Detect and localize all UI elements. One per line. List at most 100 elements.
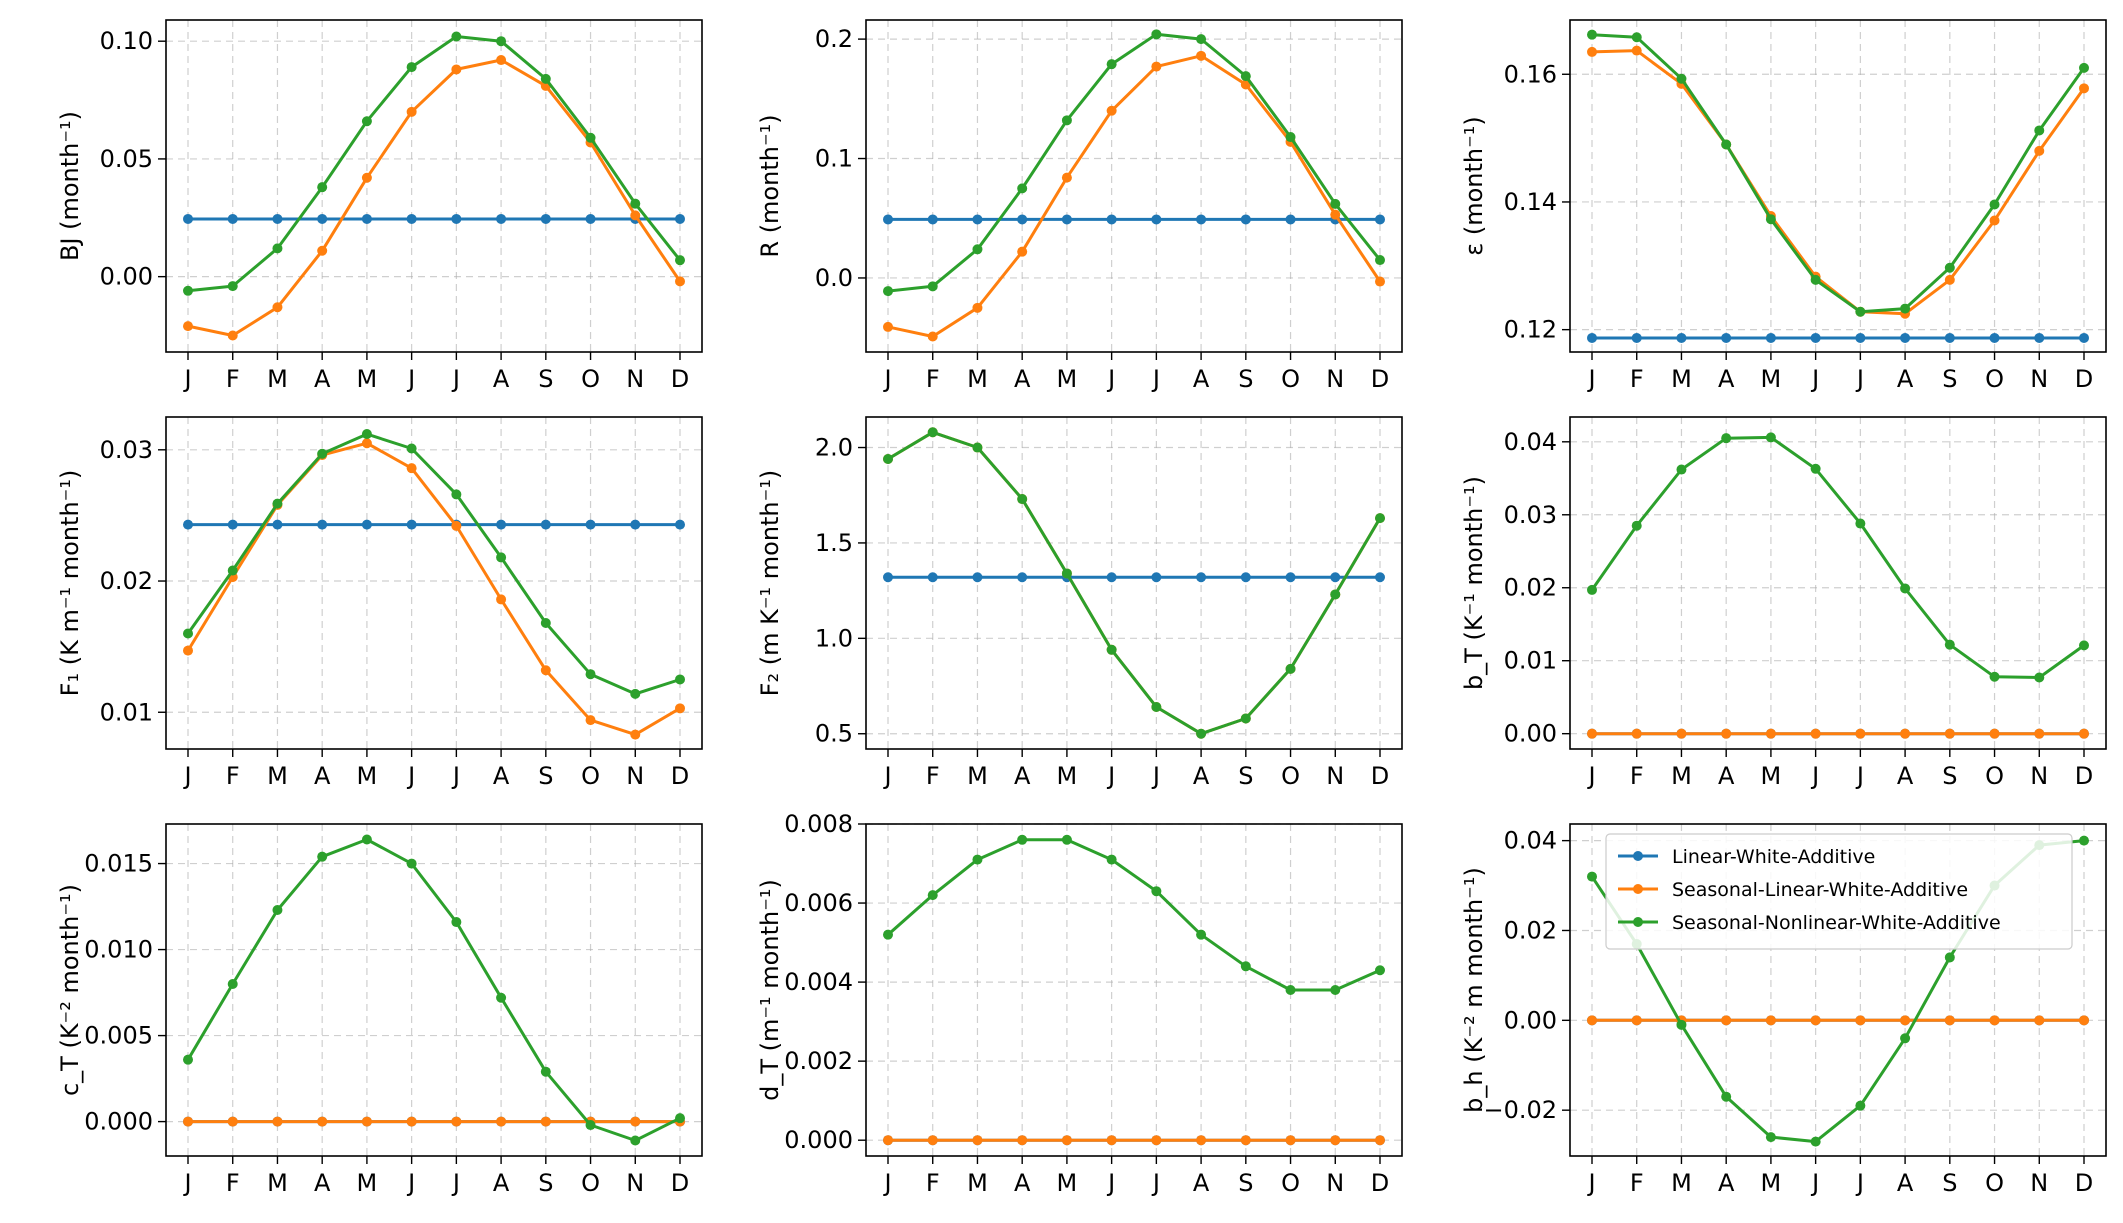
data-point-seasonal-linear-white-additive bbox=[1765, 728, 1776, 739]
data-point-linear-white-additive bbox=[630, 519, 641, 530]
x-tick-label: M bbox=[1761, 762, 1782, 790]
x-tick-label: M bbox=[1671, 1169, 1692, 1197]
y-tick-label: 0.01 bbox=[1504, 647, 1557, 675]
data-point-linear-white-additive bbox=[451, 213, 462, 224]
x-tick-label: J bbox=[1586, 1169, 1595, 1197]
x-tick-label: S bbox=[538, 762, 553, 790]
data-point-seasonal-linear-white-additive bbox=[972, 302, 983, 313]
y-tick-label: 0.02 bbox=[1504, 916, 1557, 944]
x-tick-label: O bbox=[1985, 762, 2004, 790]
y-axis-label: F₂ (m K⁻¹ month⁻¹) bbox=[756, 470, 784, 697]
data-point-seasonal-linear-white-additive bbox=[406, 106, 417, 117]
data-point-seasonal-nonlinear-white-additive bbox=[1587, 584, 1597, 595]
data-point-seasonal-linear-white-additive bbox=[496, 55, 507, 66]
y-axis-label: b_T (K⁻¹ month⁻¹) bbox=[1460, 476, 1488, 690]
data-point-seasonal-nonlinear-white-additive bbox=[540, 73, 551, 84]
data-point-seasonal-nonlinear-white-additive bbox=[272, 498, 283, 509]
data-point-linear-white-additive bbox=[361, 519, 372, 530]
series-line-seasonal-nonlinear-white-additive bbox=[887, 838, 1381, 992]
data-point-seasonal-nonlinear-white-additive bbox=[2079, 640, 2089, 651]
x-tick-label: N bbox=[1326, 1169, 1344, 1197]
data-point-seasonal-linear-white-additive bbox=[1900, 728, 1911, 739]
x-tick-label: J bbox=[451, 762, 460, 790]
data-point-seasonal-nonlinear-white-additive bbox=[1989, 199, 2000, 210]
data-point-seasonal-nonlinear-white-additive bbox=[1330, 985, 1341, 995]
data-point-seasonal-linear-white-additive bbox=[183, 321, 193, 332]
data-point-seasonal-linear-white-additive bbox=[1061, 172, 1072, 183]
x-tick-label: J bbox=[451, 1169, 460, 1197]
data-point-linear-white-additive bbox=[1676, 332, 1687, 343]
data-point-seasonal-nonlinear-white-additive bbox=[1721, 433, 1732, 444]
data-point-linear-white-additive bbox=[972, 572, 983, 583]
data-point-linear-white-additive bbox=[1017, 214, 1028, 225]
data-point-linear-white-additive bbox=[227, 519, 238, 530]
axes-frame bbox=[165, 19, 703, 353]
x-tick-label: D bbox=[1371, 365, 1389, 393]
data-point-seasonal-linear-white-additive bbox=[1017, 246, 1028, 257]
x-tick-label: J bbox=[1151, 365, 1160, 393]
data-point-seasonal-linear-white-additive bbox=[1375, 276, 1385, 287]
y-tick-label: 1.5 bbox=[815, 529, 853, 557]
data-point-seasonal-nonlinear-white-additive bbox=[361, 429, 372, 440]
data-point-seasonal-linear-white-additive bbox=[1810, 1015, 1821, 1026]
y-axis-label: b_h (K⁻² m month⁻¹) bbox=[1460, 867, 1488, 1113]
data-point-seasonal-nonlinear-white-additive bbox=[361, 834, 372, 845]
panel-6: 0.000.010.020.030.04J F M A M J J A S O N Db_T (K⁻¹… bbox=[1460, 416, 2107, 790]
x-tick-label: O bbox=[1281, 762, 1300, 790]
y-tick-label: 0.00 bbox=[1504, 720, 1557, 748]
data-point-seasonal-nonlinear-white-additive bbox=[227, 565, 238, 576]
data-point-seasonal-nonlinear-white-additive bbox=[883, 929, 893, 940]
data-point-seasonal-linear-white-additive bbox=[1106, 105, 1117, 116]
x-tick-label: A bbox=[1193, 762, 1210, 790]
x-tick-label: O bbox=[581, 365, 600, 393]
data-point-seasonal-linear-white-additive bbox=[1676, 728, 1687, 739]
x-tick-label: J bbox=[882, 762, 891, 790]
y-tick-label: 0.04 bbox=[1504, 827, 1557, 855]
x-tick-label: A bbox=[314, 762, 331, 790]
data-point-seasonal-linear-white-additive bbox=[317, 1116, 328, 1127]
data-point-linear-white-additive bbox=[1765, 332, 1776, 343]
y-tick-label: 0.5 bbox=[815, 720, 853, 748]
data-point-seasonal-nonlinear-white-additive bbox=[1285, 663, 1296, 674]
data-point-seasonal-linear-white-additive bbox=[1151, 1135, 1162, 1146]
data-point-seasonal-linear-white-additive bbox=[1631, 728, 1642, 739]
data-point-seasonal-nonlinear-white-additive bbox=[1106, 854, 1117, 865]
series-line-seasonal-nonlinear-white-additive bbox=[887, 32, 1382, 293]
data-point-seasonal-linear-white-additive bbox=[451, 64, 462, 75]
data-point-linear-white-additive bbox=[272, 213, 283, 224]
data-point-seasonal-linear-white-additive bbox=[1587, 46, 1597, 57]
data-point-seasonal-nonlinear-white-additive bbox=[1587, 871, 1597, 882]
data-point-seasonal-nonlinear-white-additive bbox=[1855, 1100, 1866, 1111]
data-point-seasonal-nonlinear-white-additive bbox=[1944, 952, 1955, 963]
data-point-seasonal-linear-white-additive bbox=[272, 302, 283, 313]
data-point-linear-white-additive bbox=[1330, 572, 1341, 583]
data-point-linear-white-additive bbox=[272, 519, 283, 530]
x-tick-label: O bbox=[1985, 1169, 2004, 1197]
data-point-seasonal-nonlinear-white-additive bbox=[406, 62, 417, 73]
data-point-seasonal-linear-white-additive bbox=[1061, 1135, 1072, 1146]
x-tick-label: M bbox=[267, 1169, 288, 1197]
x-tick-label: A bbox=[1897, 1169, 1914, 1197]
data-point-seasonal-nonlinear-white-additive bbox=[1900, 583, 1911, 594]
data-point-seasonal-linear-white-additive bbox=[1631, 1015, 1642, 1026]
data-point-seasonal-linear-white-additive bbox=[675, 276, 685, 287]
x-tick-label: J bbox=[1810, 1169, 1819, 1197]
data-point-seasonal-nonlinear-white-additive bbox=[183, 628, 193, 639]
data-point-linear-white-additive bbox=[1240, 214, 1251, 225]
axes-frame bbox=[865, 19, 1403, 353]
x-tick-label: A bbox=[1193, 1169, 1210, 1197]
x-tick-label: M bbox=[267, 365, 288, 393]
x-tick-label: S bbox=[538, 1169, 553, 1197]
x-tick-label: F bbox=[1630, 1169, 1644, 1197]
y-axis-label: ε (month⁻¹) bbox=[1460, 116, 1488, 256]
data-point-linear-white-additive bbox=[183, 213, 193, 224]
data-point-linear-white-additive bbox=[317, 519, 328, 530]
y-axis-label: d_T (m⁻¹ month⁻¹) bbox=[756, 879, 784, 1101]
legend: Linear-White-Additive Seasonal-Linear-Whi… bbox=[1605, 833, 2073, 950]
data-point-seasonal-linear-white-additive bbox=[1721, 1015, 1732, 1026]
data-point-seasonal-nonlinear-white-additive bbox=[1855, 306, 1866, 317]
x-tick-label: O bbox=[1985, 365, 2004, 393]
x-tick-label: J bbox=[882, 365, 891, 393]
x-tick-label: J bbox=[182, 1169, 191, 1197]
x-tick-label: D bbox=[671, 1169, 689, 1197]
